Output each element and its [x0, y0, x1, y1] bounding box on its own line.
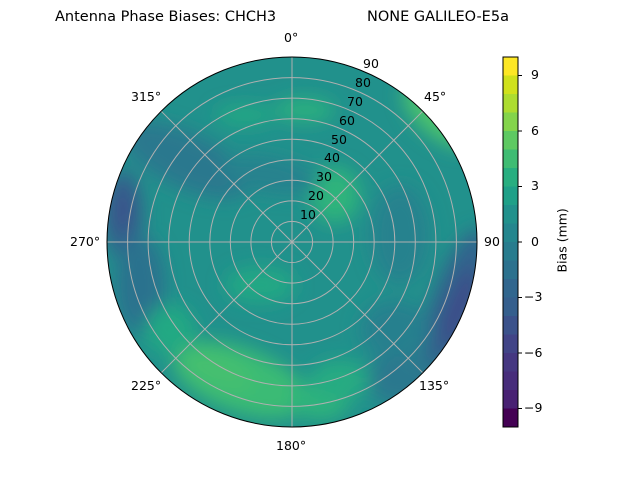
radial-label-70: 70 [347, 94, 363, 109]
azimuth-label-270: 270° [70, 234, 101, 249]
chart-title: Antenna Phase Biases: CHCH3 [55, 9, 277, 25]
radial-label-80: 80 [355, 75, 371, 90]
radial-label-30: 30 [316, 169, 332, 184]
azimuth-label-90: 90 [484, 234, 500, 249]
radial-label-40: 40 [324, 150, 340, 165]
polar-frame [106, 56, 478, 428]
colorbar-tick-minus6: −6 [524, 345, 543, 360]
contour-field [107, 57, 477, 427]
azimuth-label-315: 315° [131, 89, 162, 104]
radial-label-10: 10 [300, 207, 316, 222]
colorbar-tick-0: 0 [531, 234, 539, 249]
azimuth-label-0: 0° [284, 30, 299, 45]
azimuth-label-135: 135° [419, 378, 450, 393]
colorbar-label: Bias (mm) [554, 208, 570, 273]
radial-label-90: 90 [363, 56, 379, 71]
colorbar-tick-3: 3 [531, 178, 539, 193]
radial-label-50: 50 [331, 132, 347, 147]
radial-label-60: 60 [339, 113, 355, 128]
polar-grid [107, 57, 477, 427]
colorbar [502, 56, 522, 428]
azimuth-label-45: 45° [424, 89, 447, 104]
chart-subtitle: NONE GALILEO-E5a [367, 9, 509, 25]
colorbar-tick-9: 9 [531, 67, 539, 82]
radial-label-20: 20 [308, 188, 324, 203]
colorbar-tick-minus3: −3 [524, 289, 543, 304]
azimuth-label-225: 225° [131, 378, 162, 393]
azimuth-label-180: 180° [276, 438, 307, 453]
colorbar-tick-6: 6 [531, 123, 539, 138]
colorbar-tick-minus9: −9 [524, 400, 543, 415]
